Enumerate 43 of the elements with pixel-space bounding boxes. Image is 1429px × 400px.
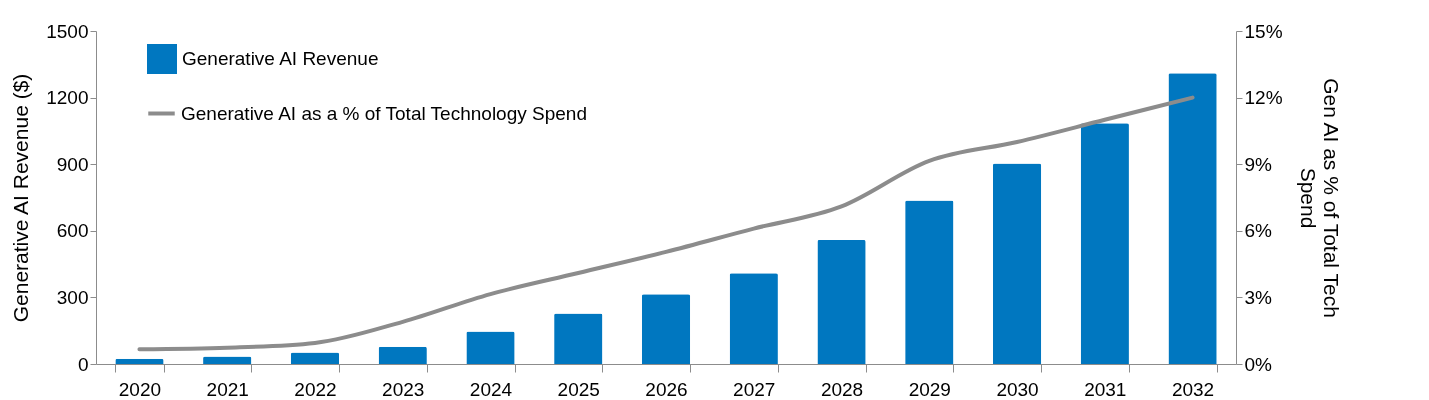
bar bbox=[1168, 73, 1217, 364]
y2-tick-label: 0% bbox=[1244, 353, 1273, 375]
bar bbox=[203, 356, 252, 364]
y-tick-label: 300 bbox=[56, 286, 89, 308]
x-tick-label: 2029 bbox=[908, 378, 951, 400]
y-tick-label: 1500 bbox=[46, 20, 89, 42]
bar bbox=[641, 294, 691, 364]
y2-tick-label: 9% bbox=[1244, 153, 1273, 175]
x-tick-label: 2027 bbox=[733, 378, 776, 400]
legend-label: Generative AI as a % of Total Technology Spend bbox=[181, 102, 587, 124]
bar bbox=[466, 331, 515, 364]
bar bbox=[115, 358, 164, 364]
bar bbox=[290, 352, 340, 364]
x-tick-label: 2020 bbox=[118, 378, 162, 400]
y2-tick-label: 15% bbox=[1244, 20, 1283, 42]
y-tick-label: 900 bbox=[56, 153, 89, 175]
x-tick-label: 2032 bbox=[1171, 378, 1215, 400]
x-tick-label: 2028 bbox=[820, 378, 864, 400]
x-tick-label: 2021 bbox=[206, 378, 249, 400]
bar bbox=[729, 273, 778, 364]
y2-axis-title: Gen AI as % of Total Tech Spend bbox=[1296, 78, 1343, 318]
x-tick-label: 2023 bbox=[382, 378, 425, 400]
x-tick-label: 2022 bbox=[294, 378, 337, 400]
bar bbox=[554, 313, 603, 364]
x-tick-label: 2026 bbox=[645, 378, 688, 400]
bar bbox=[992, 163, 1042, 364]
bar bbox=[817, 239, 866, 364]
bar bbox=[905, 200, 954, 364]
y2-tick-label: 12% bbox=[1244, 87, 1283, 109]
legend-label: Generative AI Revenue bbox=[182, 48, 379, 69]
y-tick-label: 600 bbox=[56, 220, 89, 242]
x-tick-label: 2025 bbox=[557, 378, 600, 400]
bar bbox=[378, 346, 427, 364]
x-tick-label: 2024 bbox=[469, 378, 513, 400]
y-axis-title: Generative AI Revenue ($) bbox=[9, 73, 33, 323]
x-tick-label: 2031 bbox=[1084, 378, 1127, 400]
y-tick-label: 1200 bbox=[46, 87, 89, 109]
line-series bbox=[137, 95, 1195, 352]
x-tick-label: 2030 bbox=[996, 378, 1039, 400]
y2-tick-label: 6% bbox=[1244, 220, 1273, 242]
y2-tick-label: 3% bbox=[1244, 286, 1273, 308]
bar bbox=[1080, 123, 1129, 364]
y-tick-label: 0 bbox=[77, 353, 89, 375]
